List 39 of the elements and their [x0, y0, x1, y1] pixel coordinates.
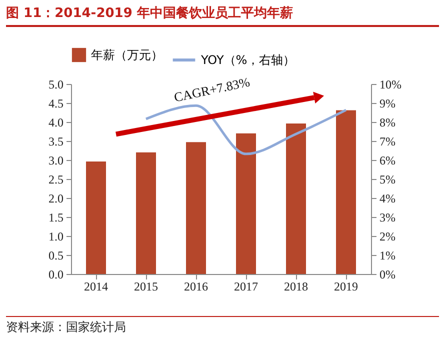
y-tick-label: 2.5	[48, 172, 64, 186]
bar	[286, 124, 306, 274]
bar	[186, 142, 206, 274]
y-tick-label: 3.5	[48, 134, 64, 148]
line-series	[144, 104, 348, 156]
y-tick-label: 4.0	[48, 116, 64, 130]
y2-tick-label: 7%	[380, 134, 396, 148]
bar	[86, 162, 106, 274]
x-tick-label: 2016	[184, 280, 208, 294]
y-tick-label: 5.0	[48, 78, 64, 92]
y-tick-label: 0.0	[48, 268, 64, 282]
x-tick-label: 2014	[84, 280, 108, 294]
y2-tick-label: 5%	[380, 172, 396, 186]
bar	[336, 110, 356, 274]
y-tick-label: 0.5	[48, 248, 64, 262]
y2-tick-label: 3%	[380, 210, 396, 224]
y2-tick-label: 6%	[380, 154, 396, 168]
bar	[136, 152, 156, 274]
y-tick-label: 2.0	[48, 192, 64, 206]
legend-label: YOY（%，右轴）	[200, 53, 296, 67]
legend-label: 年薪（万元）	[91, 48, 163, 62]
text: 资料来源：国家统计局	[6, 316, 439, 336]
y2-tick-label: 0%	[380, 268, 396, 282]
y-tick-label: 3.0	[48, 154, 64, 168]
y2-tick-label: 1%	[380, 248, 396, 262]
y2-tick-label: 4%	[380, 192, 396, 206]
y2-tick-label: 9%	[380, 96, 396, 110]
y2-tick-label: 10%	[380, 78, 402, 92]
x-tick-label: 2018	[284, 280, 308, 294]
x-tick-label: 2017	[234, 280, 258, 294]
y2-tick-label: 8%	[380, 116, 396, 130]
bar	[236, 133, 256, 274]
chart-title: 图 11：2014-2019 年中国餐饮业员工平均年薪	[6, 4, 439, 27]
y-tick-label: 1.0	[48, 230, 64, 244]
x-tick-label: 2019	[334, 280, 358, 294]
y-tick-label: 4.5	[48, 96, 64, 110]
x-tick-label: 2015	[134, 280, 158, 294]
y-tick-label: 1.5	[48, 210, 64, 224]
y2-tick-label: 2%	[380, 230, 396, 244]
